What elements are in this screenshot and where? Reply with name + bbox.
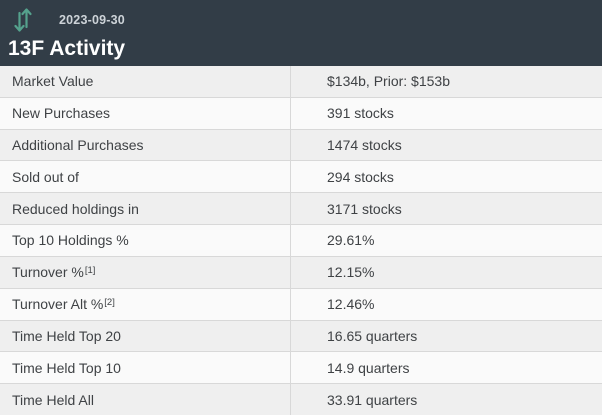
table-row: New Purchases 391 stocks [0,97,602,130]
row-value: $134b, Prior: $153b [290,66,602,97]
table-row: Time Held Top 20 16.65 quarters [0,320,602,353]
table-row: Reduced holdings in 3171 stocks [0,193,602,226]
panel-header: 2023-09-30 13F Activity [0,0,602,66]
row-value: 12.46% [290,288,602,320]
row-label: New Purchases [12,105,111,122]
table-row: Additional Purchases 1474 stocks [0,129,602,162]
table-row: Time Held Top 10 14.9 quarters [0,352,602,385]
row-label: Turnover Alt % [2] [12,296,115,313]
row-label: Additional Purchases [12,137,144,154]
row-label: Market Value [12,73,94,90]
row-value: 29.61% [290,225,602,256]
table-row: Turnover % [1] 12.15% [0,256,602,289]
row-value: 12.15% [290,256,602,288]
row-value: 391 stocks [290,97,602,129]
row-value: 1474 stocks [290,129,602,161]
row-value: 14.9 quarters [290,352,602,384]
report-date: 2023-09-30 [59,12,125,27]
row-value: 294 stocks [290,161,602,193]
row-label: Time Held Top 10 [12,359,121,376]
table-row: Sold out of 294 stocks [0,161,602,194]
up-down-arrows-icon[interactable] [14,6,33,33]
row-label: Time Held All [12,391,94,408]
row-value: 3171 stocks [290,193,602,225]
row-label: Top 10 Holdings % [12,232,129,249]
row-label: Turnover % [1] [12,264,96,281]
row-label: Reduced holdings in [12,200,139,217]
row-label: Sold out of [12,168,79,185]
row-label: Time Held Top 20 [12,327,121,344]
header-top-row: 2023-09-30 [8,6,594,33]
panel-title: 13F Activity [8,37,126,60]
row-value: 16.65 quarters [290,320,602,352]
table-row: Time Held All 33.91 quarters [0,384,602,415]
table-row: Market Value $134b, Prior: $153b [0,66,602,98]
table-row: Turnover Alt % [2] 12.46% [0,288,602,321]
table-row: Top 10 Holdings % 29.61% [0,225,602,257]
row-value: 33.91 quarters [290,384,602,415]
activity-table: Market Value $134b, Prior: $153b New Pur… [0,66,602,415]
